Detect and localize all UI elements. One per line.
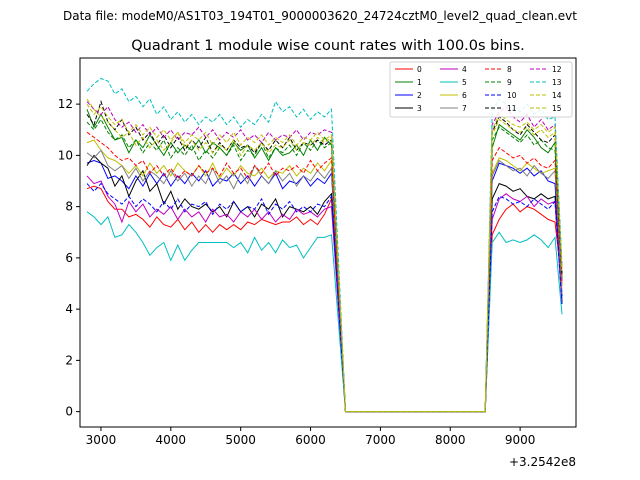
legend-label-5: 5	[462, 78, 467, 87]
y-tick-label: 10	[58, 148, 73, 162]
legend-label-1: 1	[417, 78, 422, 87]
x-tick-label: 9000	[505, 433, 536, 447]
legend-label-0: 0	[417, 65, 422, 74]
series-line-15	[86, 103, 563, 413]
y-axis: 0 2 4 6 8 10 12	[58, 97, 80, 419]
legend-label-14: 14	[552, 91, 562, 100]
legend-box	[389, 61, 573, 118]
legend-label-15: 15	[552, 104, 562, 113]
y-tick-label: 2	[65, 353, 73, 367]
legend-label-7: 7	[462, 104, 467, 113]
plot-area	[86, 77, 563, 413]
x-offset-label: +3.2542e8	[509, 455, 576, 469]
legend-label-8: 8	[507, 65, 512, 74]
legend-label-6: 6	[462, 91, 467, 100]
legend-label-11: 11	[507, 104, 517, 113]
legend-label-4: 4	[462, 65, 467, 74]
x-tick-label: 7000	[365, 433, 396, 447]
legend-label-9: 9	[507, 78, 512, 87]
y-tick-label: 6	[65, 251, 73, 265]
y-tick-label: 4	[65, 302, 73, 316]
x-tick-label: 4000	[156, 433, 187, 447]
legend-label-12: 12	[552, 65, 562, 74]
legend-label-3: 3	[417, 104, 422, 113]
plot-frame	[79, 57, 577, 428]
legend-label-10: 10	[507, 91, 517, 100]
x-axis: 3000 4000 5000 6000 7000 8000 9000	[86, 427, 536, 447]
x-tick-label: 3000	[86, 433, 117, 447]
y-tick-label: 8	[65, 200, 73, 214]
x-tick-label: 6000	[295, 433, 326, 447]
y-tick-label: 0	[65, 405, 73, 419]
chart-title: Quadrant 1 module wise count rates with …	[131, 38, 525, 54]
legend-label-13: 13	[552, 78, 562, 87]
series-line-11	[86, 99, 563, 413]
data-file-header: Data file: modeM0/AS1T03_194T01_90000036…	[63, 9, 577, 23]
y-tick-label: 12	[58, 97, 73, 111]
x-tick-label: 5000	[225, 433, 256, 447]
legend-label-2: 2	[417, 91, 422, 100]
x-tick-label: 8000	[435, 433, 466, 447]
